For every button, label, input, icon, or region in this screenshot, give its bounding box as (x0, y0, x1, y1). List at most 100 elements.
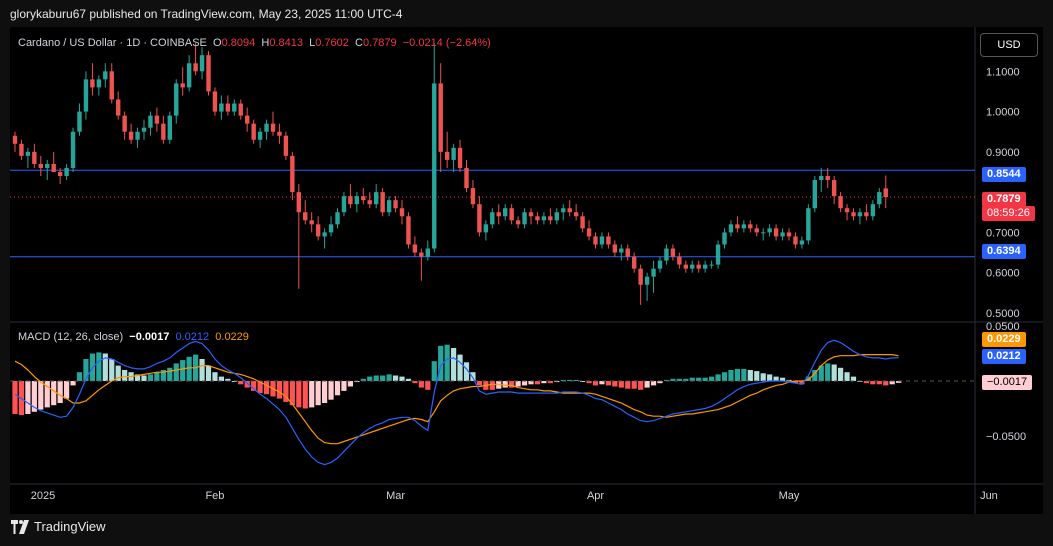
open-label: O (213, 37, 222, 49)
macd-histogram-bar (25, 381, 31, 414)
candle-body (451, 147, 456, 160)
macd-histogram-bar (167, 367, 173, 381)
candle-body (186, 63, 192, 88)
currency-button[interactable]: USD (980, 33, 1038, 57)
candle-body (715, 244, 721, 265)
candle-body (283, 135, 289, 156)
macd-histogram-bar (683, 378, 689, 381)
candle-body (406, 216, 411, 245)
candle-body (232, 103, 237, 112)
macd-histogram-bar (825, 363, 831, 381)
macd-histogram-bar (425, 381, 431, 390)
candle-body (612, 244, 618, 253)
macd-histogram-bar (451, 348, 457, 381)
low-label: L (309, 37, 316, 49)
candle-body (864, 212, 869, 217)
candle-body (57, 171, 63, 177)
macd-histogram-bar (870, 381, 876, 385)
macd-histogram-bar (276, 381, 283, 399)
macd-signal-value: 0.0229 (215, 331, 249, 343)
macd-histogram-bar (283, 381, 289, 402)
macd-histogram-bar (199, 359, 205, 381)
candle-body (593, 236, 598, 245)
macd-histogram-bar (154, 372, 160, 381)
macd-histogram-bar (238, 381, 244, 385)
macd-histogram-bar (573, 379, 579, 381)
candle-body (12, 135, 18, 144)
candle-body (419, 252, 424, 257)
macd-histogram-bar (670, 378, 676, 381)
candle-body (786, 232, 792, 237)
macd-histogram-bar (805, 376, 811, 381)
macd-histogram-bar (728, 370, 734, 381)
candle-body (877, 192, 882, 205)
macd-histogram-bar (773, 376, 779, 381)
candle-body (77, 111, 82, 132)
candle-body (225, 103, 231, 112)
candle-body (25, 151, 31, 156)
candle-body (290, 155, 295, 193)
candle-body (709, 264, 714, 266)
macd-histogram-bar (631, 381, 637, 389)
macd-histogram-bar (347, 381, 353, 387)
macd-histogram-bar (896, 381, 902, 383)
candle-body (528, 212, 534, 217)
price-tick-label: 1.1000 (986, 66, 1020, 78)
candle-body (761, 232, 766, 234)
macd-histogram-bar (599, 381, 605, 385)
macd-histogram-bar (786, 379, 792, 381)
candle-body (354, 196, 360, 205)
candle-body (883, 188, 888, 197)
macd-indicator-name: MACD (12, 26, close) (18, 331, 124, 343)
candle-body (341, 196, 347, 213)
chart-svg[interactable]: 1.1000 1.0000 0.9000 0.7000 0.6000 0.50000.05… (10, 27, 1043, 514)
macd-histogram-bar (799, 381, 805, 385)
candle-body (161, 123, 166, 140)
macd-hist-value: −0.0017 (129, 331, 170, 343)
chart-area[interactable]: 1.1000 1.0000 0.9000 0.7000 0.6000 0.5000 0.05… (10, 27, 1043, 514)
macd-histogram-bar (715, 374, 721, 381)
macd-histogram-bar (534, 381, 541, 385)
macd-histogram-bar (244, 381, 250, 388)
macd-histogram-bar (509, 381, 515, 388)
candle-body (702, 264, 708, 269)
candle-body (831, 180, 837, 197)
macd-histogram-bar (341, 381, 347, 391)
macd-histogram-bar (115, 365, 121, 381)
candle-body (380, 192, 385, 213)
macd-histogram-bar (147, 374, 154, 381)
macd-histogram-bar (70, 381, 76, 386)
candle-body (322, 232, 327, 237)
macd-histogram-bar (302, 381, 308, 409)
macd-histogram-bar (876, 381, 882, 385)
macd-histogram-bar (863, 381, 869, 384)
candle-body (844, 208, 850, 213)
candle-body (367, 200, 372, 205)
macd-histogram-bar (296, 381, 302, 408)
candle-body (503, 208, 508, 217)
macd-histogram-bar (463, 362, 470, 381)
macd-histogram-bar (625, 381, 631, 389)
candle-body (32, 151, 37, 164)
macd-histogram-bar (779, 377, 786, 381)
candle-body (386, 200, 392, 213)
candle-body (477, 204, 482, 233)
candle-body (128, 131, 134, 140)
macd-histogram-bar (225, 378, 231, 381)
macd-histogram-bar (754, 371, 760, 381)
publisher-line: glorykaburu67 published on TradingView.c… (10, 7, 403, 21)
symbol-legend: Cardano / US Dollar · 1D · COINBASE O0.8… (18, 37, 491, 49)
time-tick-label: Apr (587, 490, 604, 502)
macd-histogram-bar (586, 381, 592, 384)
time-tick-label: 2025 (31, 490, 55, 502)
candle-body (515, 220, 521, 225)
macd-histogram-bar (560, 379, 566, 381)
macd-histogram-bar (405, 378, 412, 381)
candle-body (580, 216, 585, 229)
macd-histogram-bar (38, 381, 44, 410)
macd-histogram-bar (767, 374, 773, 381)
close-label: C (355, 37, 363, 49)
candle-body (625, 248, 630, 257)
macd-histogram-bar (741, 368, 747, 381)
footer: TradingView (10, 519, 106, 534)
